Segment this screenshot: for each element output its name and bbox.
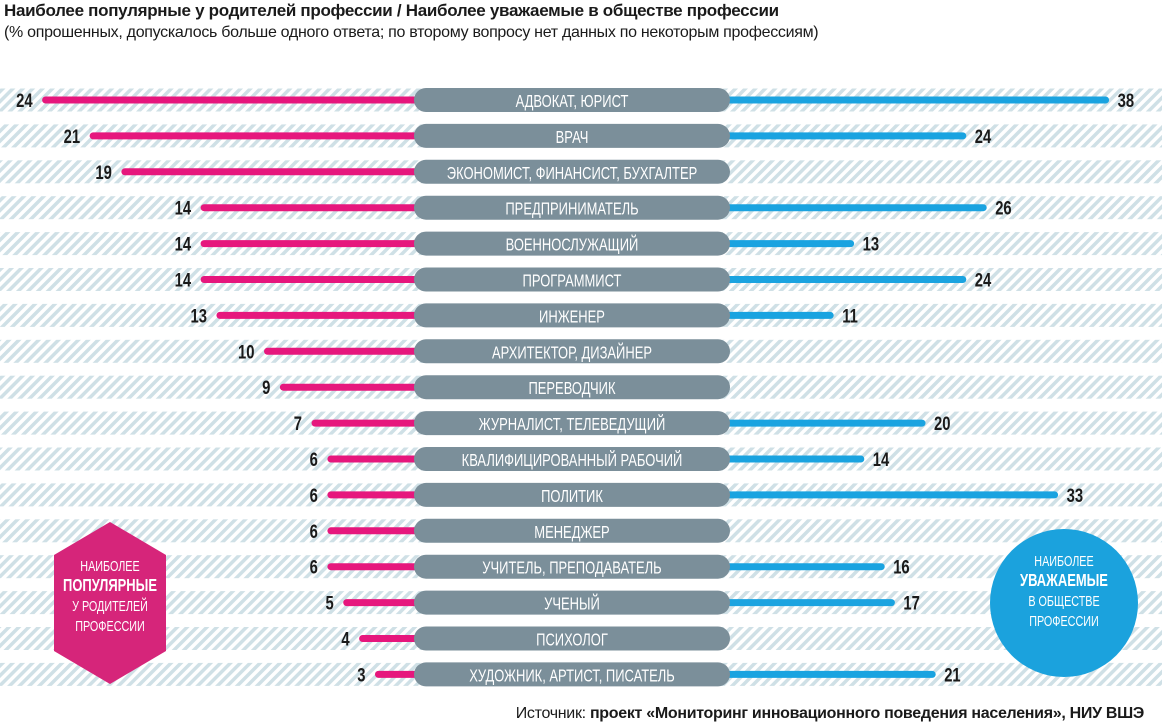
- chart-row: 6 14 КВАЛИФИЦИРОВАННЫЙ РАБОЧИЙ: [0, 447, 1162, 471]
- chart-row: 14 24 ПРОГРАММИСТ: [0, 267, 1162, 292]
- value-label-respected: 17: [903, 593, 919, 614]
- category-label: ВРАЧ: [556, 128, 589, 148]
- value-label-popular: 5: [326, 593, 334, 614]
- value-label-respected: 11: [842, 306, 858, 327]
- chart-row: 14 26 ПРЕДПРИНИМАТЕЛЬ: [0, 195, 1162, 220]
- category-label: ПРОГРАММИСТ: [523, 272, 622, 292]
- chart-title: Наиболее популярные у родителей професси…: [4, 1, 779, 20]
- category-label: ПЕРЕВОДЧИК: [528, 379, 616, 399]
- category-label: ИНЖЕНЕР: [539, 307, 605, 327]
- category-pill: [414, 339, 730, 364]
- chart-row: 9 ПЕРЕВОДЧИК: [0, 375, 1162, 400]
- value-label-respected: 13: [863, 234, 879, 255]
- legend-left-line1: НАИБОЛЕЕ: [80, 557, 140, 574]
- value-label-popular: 19: [95, 162, 111, 183]
- category-label: ПСИХОЛОГ: [536, 631, 608, 651]
- chart-row: 4 ПСИХОЛОГ: [0, 626, 1162, 651]
- value-label-respected: 14: [873, 449, 890, 470]
- chart-row: 6 16 УЧИТЕЛЬ, ПРЕПОДАВАТЕЛЬ: [0, 554, 1162, 579]
- legend-right-circle: НАИБОЛЕЕ УВАЖАЕМЫЕ В ОБЩЕСТВЕ ПРОФЕССИИ: [990, 529, 1138, 677]
- category-pill: [414, 267, 730, 292]
- value-label-popular: 6: [310, 485, 318, 506]
- category-label: УЧЕНЫЙ: [544, 592, 600, 614]
- category-pill: [414, 159, 730, 184]
- category-pill: [414, 447, 730, 471]
- legend-right-line2: УВАЖАЕМЫЕ: [1020, 571, 1108, 591]
- value-label-popular: 14: [175, 198, 192, 219]
- chart-row: 19 ЭКОНОМИСТ, ФИНАНСИСТ, БУХГАЛТЕР: [0, 159, 1162, 184]
- value-label-respected: 38: [1118, 90, 1134, 111]
- category-pill: [414, 590, 730, 615]
- category-label: МЕНЕДЖЕР: [534, 523, 609, 543]
- legend-left-line3: У РОДИТЕЛЕЙ: [72, 597, 148, 614]
- category-label: УЧИТЕЛЬ, ПРЕПОДАВАТЕЛЬ: [482, 559, 661, 579]
- value-label-respected: 20: [934, 413, 950, 434]
- category-label: АДВОКАТ, ЮРИСТ: [516, 92, 629, 112]
- source-prefix: Источник:: [515, 705, 590, 722]
- value-label-popular: 6: [310, 557, 318, 578]
- category-pill: [414, 482, 730, 507]
- chart-row: 10 АРХИТЕКТОР, ДИЗАЙНЕР: [0, 339, 1162, 364]
- category-label: ПОЛИТИК: [541, 487, 604, 507]
- category-pill: [414, 303, 730, 328]
- category-label: АРХИТЕКТОР, ДИЗАЙНЕР: [492, 341, 652, 363]
- chart-subtitle: (% опрошенных, допускалось больше одного…: [4, 24, 819, 41]
- category-label: ПРЕДПРИНИМАТЕЛЬ: [505, 200, 638, 220]
- value-label-popular: 24: [16, 90, 33, 111]
- value-label-respected: 21: [944, 665, 960, 686]
- category-pill: [414, 375, 730, 400]
- legend-left-line4: ПРОФЕССИИ: [75, 617, 145, 634]
- category-label: ХУДОЖНИК, АРТИСТ, ПИСАТЕЛЬ: [469, 666, 675, 686]
- chart-row: 21 24 ВРАЧ: [0, 123, 1162, 148]
- category-pill: [414, 88, 730, 112]
- category-label: ЖУРНАЛИСТ, ТЕЛЕВЕДУЩИЙ: [479, 413, 666, 435]
- value-label-respected: 24: [975, 126, 992, 147]
- chart-row: 13 11 ИНЖЕНЕР: [0, 303, 1162, 328]
- value-label-respected: 24: [975, 270, 992, 291]
- legend-right-line1: НАИБОЛЕЕ: [1034, 552, 1094, 569]
- value-label-popular: 21: [64, 126, 80, 147]
- value-label-popular: 6: [310, 449, 318, 470]
- category-pill: [414, 626, 730, 651]
- category-pill: [414, 518, 730, 543]
- chart-row: 7 20 ЖУРНАЛИСТ, ТЕЛЕВЕДУЩИЙ: [0, 411, 1162, 436]
- value-label-popular: 14: [175, 234, 192, 255]
- value-label-popular: 4: [341, 629, 350, 650]
- category-pill: [414, 123, 730, 148]
- legend-right-line3: В ОБЩЕСТВЕ: [1028, 592, 1100, 609]
- value-label-respected: 16: [893, 557, 909, 578]
- category-label: ЭКОНОМИСТ, ФИНАНСИСТ, БУХГАЛТЕР: [447, 164, 697, 184]
- legend-left-hexagon: НАИБОЛЕЕ ПОПУЛЯРНЫЕ У РОДИТЕЛЕЙ ПРОФЕССИ…: [54, 522, 166, 684]
- legend-right-line4: ПРОФЕССИИ: [1029, 612, 1099, 629]
- chart-row: 6 33 ПОЛИТИК: [0, 482, 1162, 507]
- category-label: КВАЛИФИЦИРОВАННЫЙ РАБОЧИЙ: [462, 449, 683, 471]
- value-label-respected: 26: [995, 198, 1011, 219]
- value-label-popular: 7: [294, 413, 302, 434]
- category-pill: [414, 554, 730, 579]
- value-label-popular: 3: [357, 665, 365, 686]
- legend-left-line2: ПОПУЛЯРНЫЕ: [63, 576, 157, 596]
- value-label-respected: 33: [1067, 485, 1083, 506]
- category-pill: [414, 195, 730, 220]
- chart-row: 24 38 АДВОКАТ, ЮРИСТ: [0, 88, 1162, 112]
- category-pill: [414, 411, 730, 436]
- category-pill: [414, 231, 730, 256]
- value-label-popular: 9: [262, 377, 270, 398]
- value-label-popular: 6: [310, 521, 318, 542]
- source-note: Источник: проект «Мониторинг инновационн…: [515, 705, 1145, 723]
- value-label-popular: 13: [190, 306, 206, 327]
- chart-row: 14 13 ВОЕННОСЛУЖАЩИЙ: [0, 231, 1162, 256]
- source-text: проект «Мониторинг инновационного поведе…: [589, 705, 1144, 722]
- chart-row: 3 21 ХУДОЖНИК, АРТИСТ, ПИСАТЕЛЬ: [0, 662, 1162, 687]
- category-pill: [414, 662, 730, 687]
- chart-row: 5 17 УЧЕНЫЙ: [0, 590, 1162, 615]
- chart-row: 6 МЕНЕДЖЕР: [0, 518, 1162, 543]
- category-label: ВОЕННОСЛУЖАЩИЙ: [506, 233, 639, 255]
- value-label-popular: 10: [238, 342, 254, 363]
- value-label-popular: 14: [175, 270, 192, 291]
